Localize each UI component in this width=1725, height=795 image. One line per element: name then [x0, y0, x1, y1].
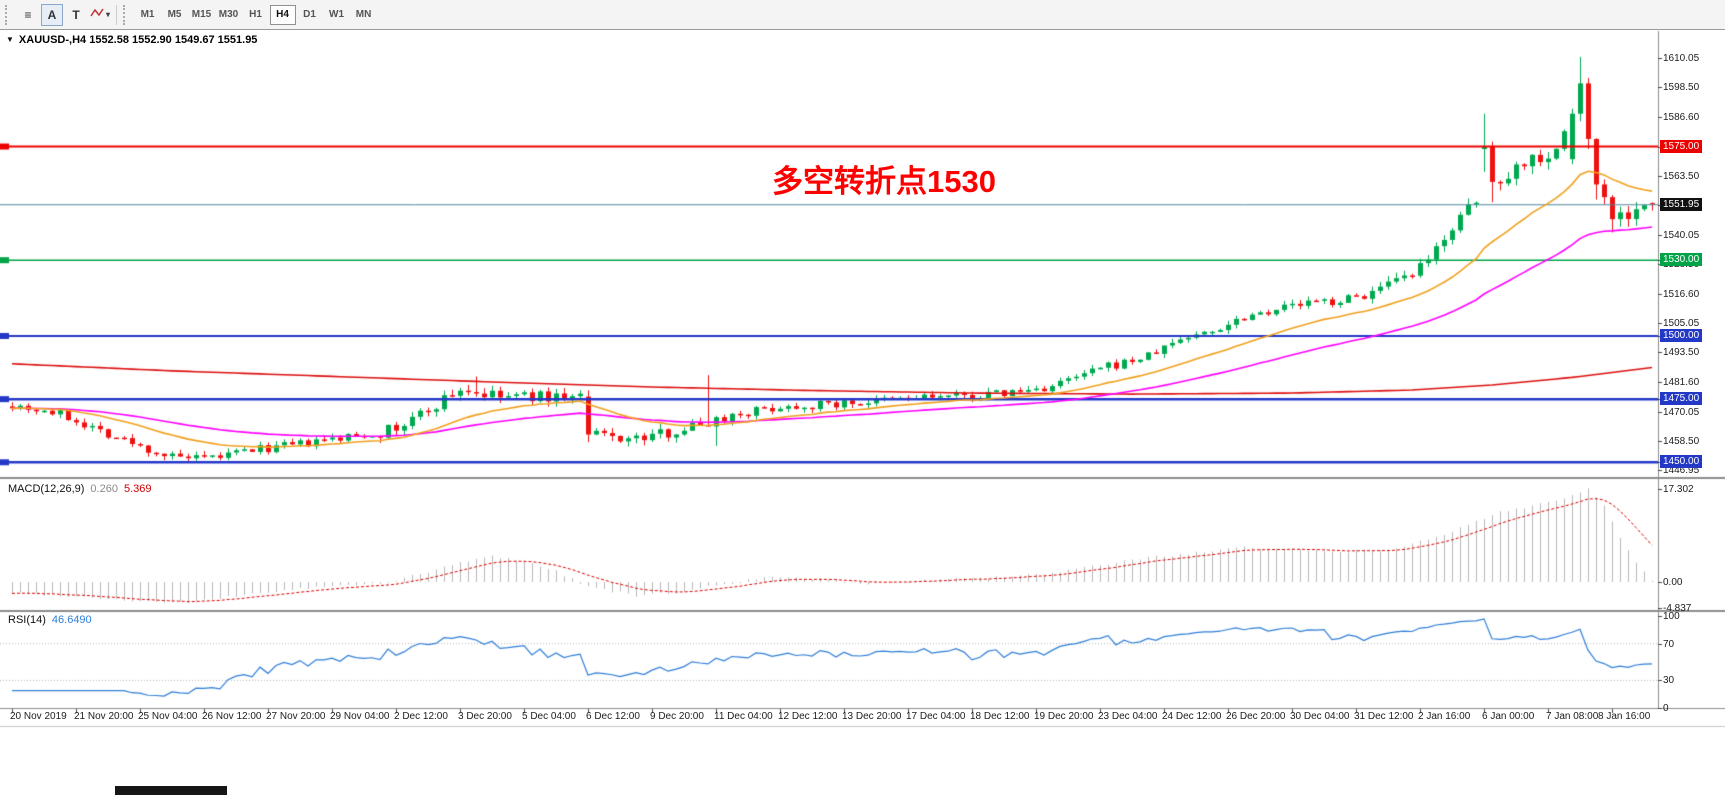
rsi-name: RSI(14) — [8, 614, 46, 626]
toolbar: ≡ A T ▾ M1 M5 M15 M30 H1 H4 D1 W1 MN — [0, 0, 1725, 30]
price-axis-label: 1598.50 — [1663, 82, 1700, 94]
rsi-axis-label: 30 — [1663, 675, 1675, 687]
triangle-marker-icon: ▼ — [6, 35, 14, 44]
price-axis-label: 1540.05 — [1663, 229, 1700, 241]
time-axis-label: 2 Dec 12:00 — [394, 711, 448, 722]
text-label-tool-button[interactable]: T — [65, 4, 87, 26]
time-axis-label: 3 Dec 20:00 — [458, 711, 512, 722]
macd-name: MACD(12,26,9) — [8, 483, 85, 495]
macd-axis-label: -4.837 — [1663, 603, 1692, 614]
price-axis-label: 1610.05 — [1663, 53, 1700, 64]
macd-signal-value: 5.369 — [123, 483, 152, 495]
price-badge: 1450.00 — [1660, 455, 1703, 469]
macd-main-value: 0.260 — [90, 483, 118, 495]
time-axis-label: 21 Nov 20:00 — [74, 711, 134, 722]
price-badge: 1575.00 — [1660, 139, 1703, 153]
rsi-label: RSI(14) 46.6490 — [8, 614, 92, 626]
timeframe-button-d1[interactable]: D1 — [297, 5, 323, 25]
time-axis-label: 17 Dec 04:00 — [906, 711, 966, 722]
macd-axis-label: 17.302 — [1663, 484, 1694, 495]
timeframe-button-m15[interactable]: M15 — [189, 5, 215, 25]
time-axis-label: 8 Jan 16:00 — [1598, 711, 1651, 722]
taskbar-fragment — [115, 786, 227, 795]
price-axis-label: 1586.60 — [1663, 112, 1700, 124]
time-axis-label: 29 Nov 04:00 — [330, 711, 390, 722]
rsi-axis-label: 70 — [1663, 638, 1675, 650]
timeframe-button-m1[interactable]: M1 — [135, 5, 161, 25]
toolbar-grip-2[interactable] — [123, 4, 129, 25]
timeframe-button-h1[interactable]: H1 — [243, 5, 269, 25]
time-axis-label: 6 Jan 00:00 — [1482, 711, 1535, 722]
menu-lines-icon: ≡ — [24, 7, 32, 22]
timeframe-button-h4[interactable]: H4 — [269, 4, 296, 25]
toolbar-separator — [116, 4, 118, 25]
annotation-text[interactable]: 多空转折点1530 — [772, 164, 996, 199]
time-axis-label: 24 Dec 12:00 — [1162, 711, 1222, 722]
time-axis-label: 25 Nov 04:00 — [138, 711, 198, 722]
time-axis-label: 7 Jan 08:00 — [1546, 711, 1599, 722]
time-axis-label: 5 Dec 04:00 — [522, 711, 576, 722]
timeframe-button-w1[interactable]: W1 — [324, 5, 350, 25]
time-axis-label: 27 Nov 20:00 — [266, 711, 326, 722]
time-axis-label: 31 Dec 12:00 — [1354, 711, 1414, 722]
menu-lines-button[interactable]: ≡ — [17, 4, 39, 26]
time-axis-label: 2 Jan 16:00 — [1418, 711, 1471, 722]
time-axis-label: 26 Nov 12:00 — [202, 711, 262, 722]
price-badge: 1475.00 — [1660, 392, 1703, 406]
time-axis-label: 12 Dec 12:00 — [778, 711, 838, 722]
time-axis-label: 26 Dec 20:00 — [1226, 711, 1286, 722]
price-badge: 1530.00 — [1660, 253, 1703, 267]
time-axis-label: 13 Dec 20:00 — [842, 711, 902, 722]
rsi-axis-label: 0 — [1663, 703, 1669, 714]
price-badge: 1500.00 — [1660, 328, 1703, 342]
text-tool-button[interactable]: A — [41, 3, 63, 26]
time-axis-label: 23 Dec 04:00 — [1098, 711, 1158, 722]
time-axis-label: 18 Dec 12:00 — [970, 711, 1030, 722]
time-axis-label: 9 Dec 20:00 — [650, 711, 704, 722]
rsi-axis-label: 100 — [1663, 611, 1680, 622]
symbol-ohlc-title: XAUUSD-,H4 1552.58 1552.90 1549.67 1551.… — [18, 34, 258, 46]
time-axis-label: 19 Dec 20:00 — [1034, 711, 1094, 722]
time-axis-label: 11 Dec 04:00 — [714, 711, 773, 722]
price-axis-label: 1493.50 — [1663, 347, 1700, 359]
chevron-down-icon: ▾ — [106, 10, 111, 19]
timeframe-button-m30[interactable]: M30 — [216, 5, 242, 25]
rsi-value: 46.6490 — [51, 614, 92, 626]
chart-title: ▼ XAUUSD-,H4 1552.58 1552.90 1549.67 155… — [6, 34, 257, 46]
toolbar-grip[interactable] — [5, 4, 11, 25]
price-axis-label: 1458.50 — [1663, 435, 1700, 447]
price-axis-label: 1516.60 — [1663, 289, 1700, 301]
macd-label: MACD(12,26,9) 0.260 5.369 — [8, 483, 151, 495]
zigzag-icon — [90, 7, 104, 22]
price-axis-label: 1481.60 — [1663, 377, 1700, 389]
line-studies-dropdown-button[interactable]: ▾ — [89, 4, 111, 26]
price-axis-label: 1470.05 — [1663, 406, 1700, 418]
price-axis-label: 1505.05 — [1663, 318, 1700, 330]
timeframe-button-m5[interactable]: M5 — [162, 5, 188, 25]
time-axis-label: 20 Nov 2019 — [10, 711, 67, 722]
price-axis-label: 1563.50 — [1663, 170, 1700, 182]
timeframe-button-mn[interactable]: MN — [351, 5, 377, 25]
time-axis-label: 6 Dec 12:00 — [586, 711, 640, 722]
price-axis-label: 1446.95 — [1663, 464, 1700, 476]
price-badge: 1551.95 — [1660, 197, 1703, 211]
timeframe-toolbar: M1 M5 M15 M30 H1 H4 D1 W1 MN — [134, 4, 377, 25]
macd-axis-label: 0.00 — [1663, 577, 1683, 588]
time-axis-label: 30 Dec 04:00 — [1290, 711, 1350, 722]
